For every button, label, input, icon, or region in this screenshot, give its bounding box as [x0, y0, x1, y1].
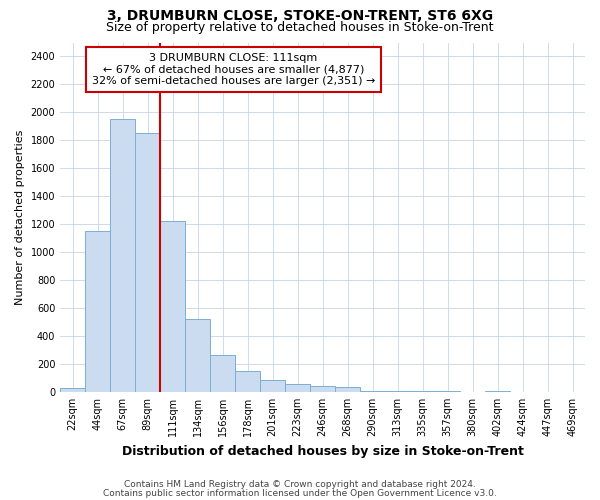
Bar	[85, 231, 110, 392]
Bar	[135, 134, 160, 392]
Bar	[210, 355, 235, 392]
Text: 3 DRUMBURN CLOSE: 111sqm
← 67% of detached houses are smaller (4,877)
32% of sem: 3 DRUMBURN CLOSE: 111sqm ← 67% of detach…	[92, 53, 375, 86]
Text: 3, DRUMBURN CLOSE, STOKE-ON-TRENT, ST6 6XG: 3, DRUMBURN CLOSE, STOKE-ON-TRENT, ST6 6…	[107, 9, 493, 23]
Bar	[410, 391, 435, 392]
Bar	[485, 391, 510, 392]
Text: Size of property relative to detached houses in Stoke-on-Trent: Size of property relative to detached ho…	[106, 22, 494, 35]
Bar	[435, 391, 460, 392]
Bar	[360, 390, 385, 392]
Bar	[385, 390, 410, 392]
Bar	[285, 384, 310, 392]
X-axis label: Distribution of detached houses by size in Stoke-on-Trent: Distribution of detached houses by size …	[122, 444, 524, 458]
Bar	[160, 222, 185, 392]
Text: Contains HM Land Registry data © Crown copyright and database right 2024.: Contains HM Land Registry data © Crown c…	[124, 480, 476, 489]
Bar	[110, 120, 135, 392]
Bar	[60, 388, 85, 392]
Bar	[310, 386, 335, 392]
Bar	[235, 371, 260, 392]
Bar	[185, 319, 210, 392]
Text: Contains public sector information licensed under the Open Government Licence v3: Contains public sector information licen…	[103, 488, 497, 498]
Bar	[335, 387, 360, 392]
Y-axis label: Number of detached properties: Number of detached properties	[15, 130, 25, 305]
Bar	[260, 380, 285, 392]
